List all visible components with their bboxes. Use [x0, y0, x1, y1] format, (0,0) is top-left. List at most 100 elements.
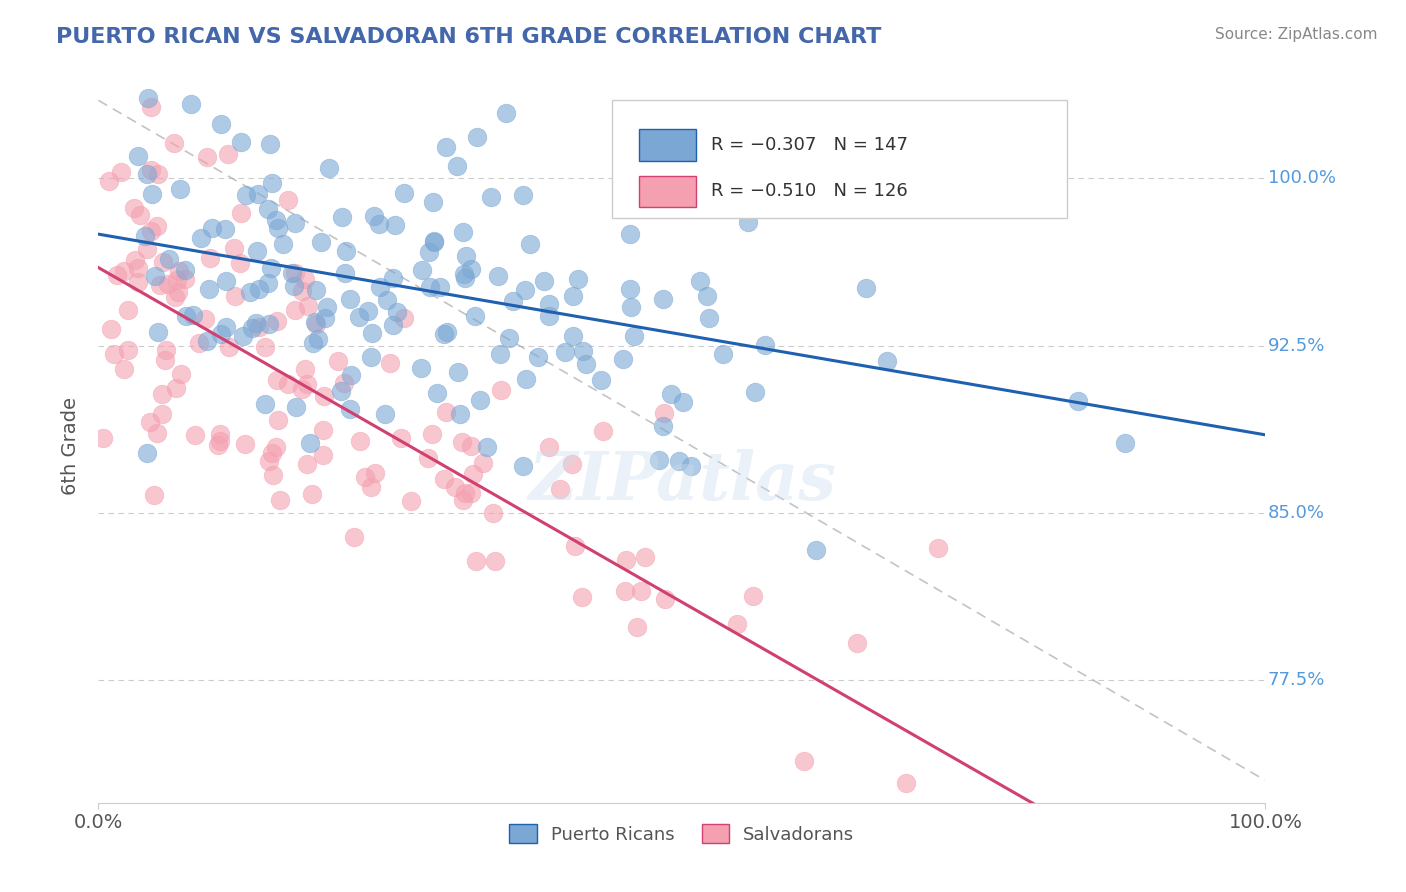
Point — [464, 309, 486, 323]
Point — [98, 174, 121, 188]
Text: Source: ZipAtlas.com: Source: ZipAtlas.com — [1215, 27, 1378, 42]
Point — [575, 357, 598, 371]
Point — [91, 431, 114, 445]
Point — [422, 195, 444, 210]
Point — [562, 329, 585, 343]
Text: R = −0.510   N = 126: R = −0.510 N = 126 — [711, 182, 908, 200]
Point — [489, 347, 512, 361]
Point — [291, 382, 314, 396]
Point — [284, 266, 307, 280]
Point — [127, 261, 149, 276]
Point — [375, 293, 398, 307]
Point — [533, 274, 555, 288]
Point — [262, 467, 284, 482]
Point — [155, 343, 177, 357]
Point — [246, 244, 269, 259]
Point — [423, 235, 446, 249]
Point — [120, 55, 142, 70]
Point — [246, 186, 269, 201]
Point — [489, 383, 512, 397]
Point — [307, 332, 329, 346]
Point — [647, 452, 669, 467]
Point — [100, 321, 122, 335]
Point — [465, 130, 488, 145]
Point — [110, 164, 132, 178]
Point — [295, 457, 318, 471]
Point — [166, 273, 188, 287]
Point — [235, 188, 257, 202]
Point — [554, 344, 576, 359]
Point — [266, 373, 288, 387]
Point — [304, 315, 326, 329]
Point — [630, 583, 652, 598]
Point — [343, 530, 366, 544]
Point — [484, 554, 506, 568]
Point — [381, 318, 404, 332]
Point — [139, 163, 162, 178]
Point — [614, 584, 637, 599]
Point — [224, 241, 246, 255]
Point — [619, 282, 641, 296]
Point — [360, 480, 382, 494]
Point — [619, 227, 641, 242]
Point — [127, 148, 149, 162]
Point — [349, 310, 371, 324]
Point — [150, 386, 173, 401]
Point — [339, 292, 361, 306]
Point — [207, 438, 229, 452]
Point — [399, 494, 422, 508]
Point — [114, 264, 136, 278]
Point — [188, 335, 211, 350]
Point — [512, 187, 534, 202]
Point — [589, 373, 612, 387]
Point — [167, 285, 190, 299]
Point — [167, 263, 190, 277]
Point — [360, 326, 382, 340]
Point — [419, 280, 441, 294]
Point — [283, 279, 305, 293]
Point — [447, 366, 470, 380]
Point — [211, 118, 233, 132]
Point — [564, 539, 586, 553]
Point — [845, 636, 868, 650]
Point — [360, 351, 382, 365]
Point — [291, 285, 314, 299]
Point — [357, 303, 380, 318]
Point — [247, 282, 270, 296]
Point — [634, 549, 657, 564]
Point — [927, 541, 949, 555]
Point — [208, 427, 231, 442]
Point — [174, 271, 197, 285]
Point — [340, 368, 363, 382]
Point — [453, 492, 475, 507]
Point — [378, 356, 401, 370]
Point — [314, 389, 336, 403]
Point — [696, 289, 718, 303]
Point — [368, 217, 391, 231]
Point — [512, 459, 534, 474]
Point — [433, 472, 456, 486]
Point — [460, 485, 482, 500]
Point — [623, 329, 645, 343]
Point — [165, 381, 187, 395]
Point — [876, 354, 898, 368]
Point — [426, 386, 449, 401]
Point — [330, 210, 353, 224]
Point — [479, 189, 502, 203]
Point — [309, 235, 332, 249]
Point — [446, 159, 468, 173]
Point — [418, 244, 440, 259]
Point — [626, 620, 648, 634]
Point — [515, 371, 537, 385]
Point — [689, 274, 711, 288]
Point — [333, 376, 356, 391]
Point — [157, 277, 180, 291]
Point — [461, 467, 484, 481]
Point — [433, 326, 456, 341]
Point — [894, 776, 917, 790]
Point — [170, 367, 193, 381]
Point — [174, 309, 197, 323]
Point — [305, 318, 328, 332]
Point — [538, 440, 561, 454]
Point — [232, 329, 254, 343]
